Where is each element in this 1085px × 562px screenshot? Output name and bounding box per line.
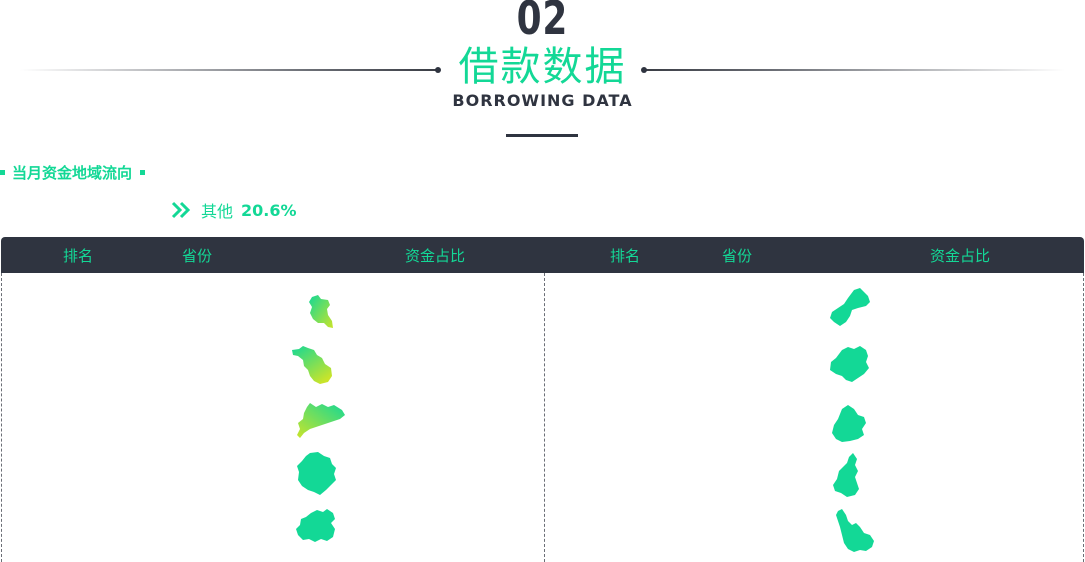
section-number: 02	[516, 0, 569, 45]
province-shape-4-icon	[297, 452, 336, 495]
other-share-label: 其他	[201, 202, 234, 221]
region-flow-heading-label: 当月资金地域流向	[12, 163, 133, 182]
province-shape-2-icon	[292, 346, 332, 384]
section-subtitle: BORROWING DATA	[452, 91, 633, 110]
column-divider	[544, 273, 545, 562]
header-rule-left	[20, 69, 437, 71]
other-share-percent: 20.6%	[241, 200, 297, 220]
header-share-right: 资金占比	[930, 247, 991, 265]
province-share-table: 排名 省份 资金占比 排名 省份 资金占比	[0, 237, 1085, 562]
header-province-left: 省份	[182, 247, 213, 265]
header-rank-left: 排名	[63, 247, 94, 265]
province-shape-6-icon	[830, 288, 870, 326]
table-header: 排名 省份 资金占比 排名 省份 资金占比	[1, 237, 1084, 273]
section-underline	[506, 134, 578, 137]
province-shape-8-icon	[832, 405, 866, 442]
table-body	[1, 273, 1084, 562]
section-title: 借款数据	[458, 44, 627, 90]
header-share-left: 资金占比	[405, 247, 466, 265]
province-shape-7-icon	[830, 346, 869, 382]
province-shape-3-icon	[297, 403, 345, 438]
province-shape-10-icon	[836, 509, 874, 552]
province-shape-5-icon	[296, 509, 335, 542]
square-bullet-icon	[140, 169, 146, 175]
province-shape-9-icon	[833, 453, 859, 497]
header-rank-right: 排名	[610, 247, 641, 265]
header-rule-right	[645, 69, 1065, 71]
header-rule-dot-right	[641, 67, 647, 73]
other-share: 其他 20.6%	[171, 198, 297, 222]
double-chevron-right-icon	[171, 201, 191, 219]
header-rule-dot-left	[435, 67, 441, 73]
province-shape-1-icon	[309, 295, 333, 328]
region-flow-heading: 当月资金地域流向	[0, 160, 146, 184]
square-bullet-icon	[0, 169, 5, 175]
header-province-right: 省份	[722, 247, 753, 265]
